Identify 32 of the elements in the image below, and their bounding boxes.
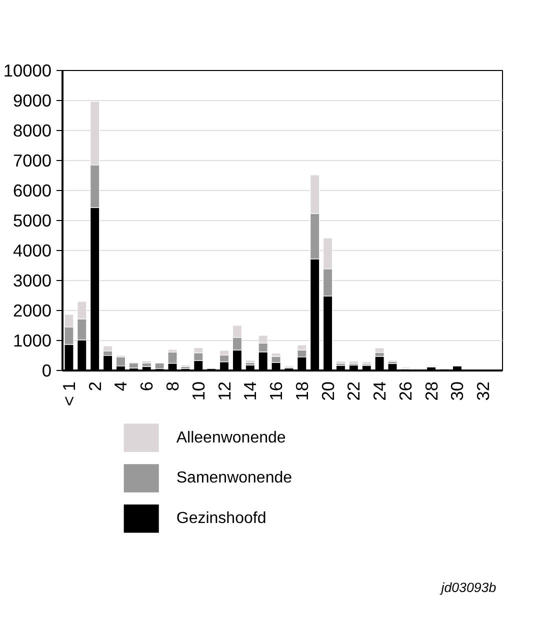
y-tick-label: 5000 [12, 210, 52, 230]
legend-label: Gezinshoofd [176, 510, 266, 528]
x-tick-label: 10 [188, 381, 208, 401]
x-tick-label: 8 [162, 381, 182, 392]
x-tick-label: 20 [318, 381, 338, 401]
y-tick-label: 6000 [12, 180, 52, 200]
x-tick-label: 26 [395, 381, 416, 401]
y-tick-label: 3000 [12, 270, 52, 290]
legend-label: Samenwonende [176, 470, 292, 487]
y-tick-label: 8000 [12, 120, 52, 140]
x-tick-label: 24 [370, 381, 390, 401]
x-tick-label: 28 [421, 381, 442, 401]
x-tick-label: 2 [84, 381, 105, 392]
y-tick-label: 10000 [3, 60, 52, 80]
y-tick-label: 2000 [12, 300, 52, 320]
y-tick-label: 4000 [12, 240, 52, 260]
x-tick-label: < 1 [58, 381, 79, 406]
x-tick-label: 22 [344, 381, 364, 401]
x-tick-label: 16 [266, 381, 286, 401]
x-tick-label: 14 [240, 381, 260, 401]
x-tick-label: 6 [136, 381, 157, 392]
x-tick-label: 18 [292, 381, 312, 401]
x-tick-label: 12 [214, 381, 234, 401]
text: jd03093b [439, 580, 496, 595]
x-tick-label: 4 [110, 381, 131, 392]
x-tick-label: 32 [473, 381, 494, 401]
y-tick-label: 9000 [12, 90, 52, 110]
y-tick-label: 7000 [12, 150, 52, 170]
legend-label: Alleenwonende [176, 429, 286, 446]
y-tick-label: 1000 [12, 330, 52, 350]
y-tick-label: 0 [42, 360, 52, 380]
x-tick-label: 30 [447, 381, 468, 401]
